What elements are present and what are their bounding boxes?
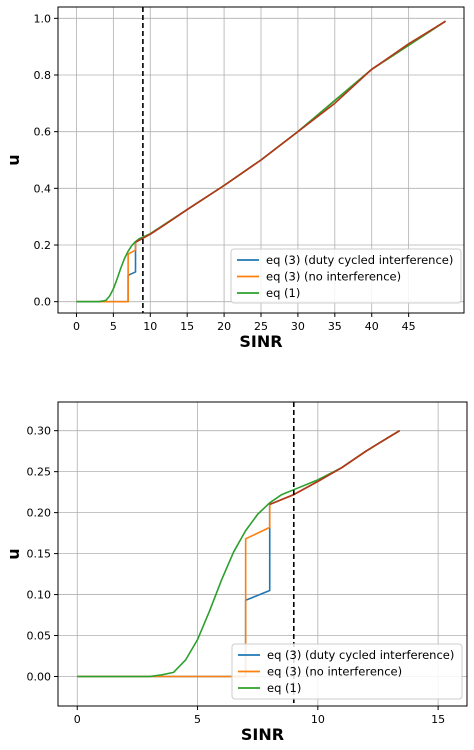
x-tick-label: 35 — [328, 320, 342, 333]
legend-box — [230, 248, 462, 304]
legend-box — [231, 643, 463, 700]
x-axis-label: SINR — [239, 332, 282, 351]
chart-panel-2: 0 5 10 15 0.00 0.05 0.10 0.15 0.20 0.25 0.30 SINR u e… — [4, 401, 468, 744]
y-tick-label: 0.20 — [27, 507, 52, 520]
chart-panel-1: 0 5 10 15 20 25 30 35 40 45 0.0 0.2 0.4 0.6 0.8 1.0 SINR… — [4, 6, 465, 351]
x-tick-label: 15 — [180, 320, 194, 333]
y-tick-label: 0.05 — [27, 630, 52, 643]
x-tick-label: 45 — [402, 320, 416, 333]
legend-entry-label: eq (3) (no interference) — [266, 270, 401, 284]
legend: eq (3) (duty cycled interference) eq (3) … — [231, 643, 463, 700]
y-tick-label: 0.2 — [34, 239, 52, 252]
x-axis-label: SINR — [241, 725, 284, 744]
y-tick-label: 0.25 — [27, 466, 52, 479]
x-tick-label: 25 — [254, 320, 268, 333]
x-tick-label: 15 — [431, 713, 445, 726]
x-tick-label: 20 — [217, 320, 231, 333]
y-tick-label: 0.15 — [27, 548, 52, 561]
y-axis-label: u — [4, 548, 23, 559]
x-tick-label: 5 — [110, 320, 117, 333]
x-tick-label: 30 — [291, 320, 305, 333]
legend-entry-label: eq (3) (duty cycled interference) — [266, 253, 453, 267]
legend-entry-label: eq (1) — [266, 286, 300, 300]
series-line-4 — [269, 429, 401, 506]
y-tick-label: 1.0 — [34, 12, 52, 25]
legend: eq (3) (duty cycled interference) eq (3) … — [230, 248, 462, 304]
y-tick-label: 0.0 — [34, 296, 52, 309]
x-tick-label: 0 — [74, 713, 81, 726]
legend-entry-label: eq (3) (no interference) — [267, 665, 402, 679]
y-tick-label: 0.10 — [27, 589, 52, 602]
y-tick-label: 0.6 — [34, 126, 52, 139]
y-tick-label: 0.4 — [34, 182, 52, 195]
x-tick-label: 10 — [311, 713, 325, 726]
y-axis-label: u — [4, 154, 23, 165]
legend-entry-label: eq (1) — [267, 681, 301, 695]
y-tick-label: 0.30 — [27, 425, 52, 438]
y-tick-label: 0.00 — [27, 671, 52, 684]
legend-entry-label: eq (3) (duty cycled interference) — [267, 648, 454, 662]
y-tick-label: 0.8 — [34, 69, 52, 82]
x-tick-label: 0 — [73, 320, 80, 333]
x-tick-label: 10 — [143, 320, 157, 333]
series-line-4 — [135, 20, 446, 243]
x-tick-label: 40 — [365, 320, 379, 333]
x-tick-label: 5 — [194, 713, 201, 726]
